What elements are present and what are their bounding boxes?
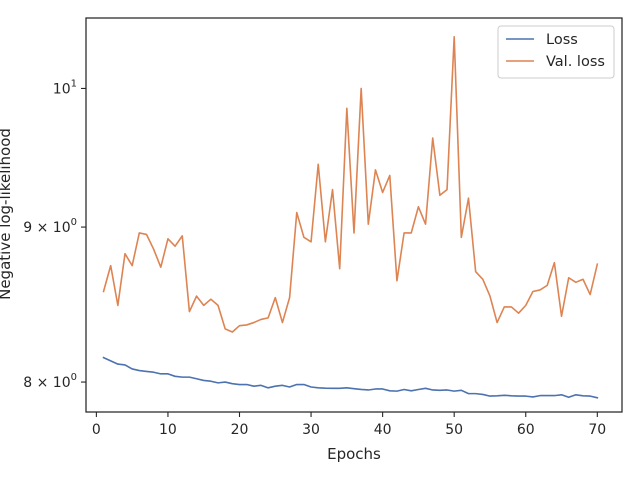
- y-tick-label: 9 × 100: [23, 217, 77, 236]
- x-tick-label: 60: [517, 422, 535, 438]
- y-tick-label: 101: [53, 78, 77, 97]
- legend: Loss Val. loss: [497, 25, 615, 79]
- legend-label: Val. loss: [546, 54, 605, 70]
- series-line-2: [102, 36, 599, 333]
- x-tick-label: 30: [302, 422, 320, 438]
- x-tick-label: 10: [159, 422, 177, 438]
- x-tick-label: 70: [588, 422, 606, 438]
- x-tick-label: 50: [445, 422, 463, 438]
- x-tick-label: 0: [92, 422, 101, 438]
- y-axis-label: Negative log-likelihood: [0, 128, 14, 300]
- x-axis-label: Epochs: [327, 445, 381, 463]
- plot-area: [102, 36, 599, 399]
- x-tick-label: 40: [374, 422, 392, 438]
- legend-label: Loss: [546, 32, 578, 48]
- x-tick-label: 20: [231, 422, 249, 438]
- y-tick-label: 8 × 100: [23, 372, 77, 391]
- series-line-1: [102, 356, 599, 399]
- axes: 0 10 20 30 40 50 60 70 8 × 100 9 × 100 101: [23, 17, 623, 438]
- axes-frame: [85, 17, 623, 413]
